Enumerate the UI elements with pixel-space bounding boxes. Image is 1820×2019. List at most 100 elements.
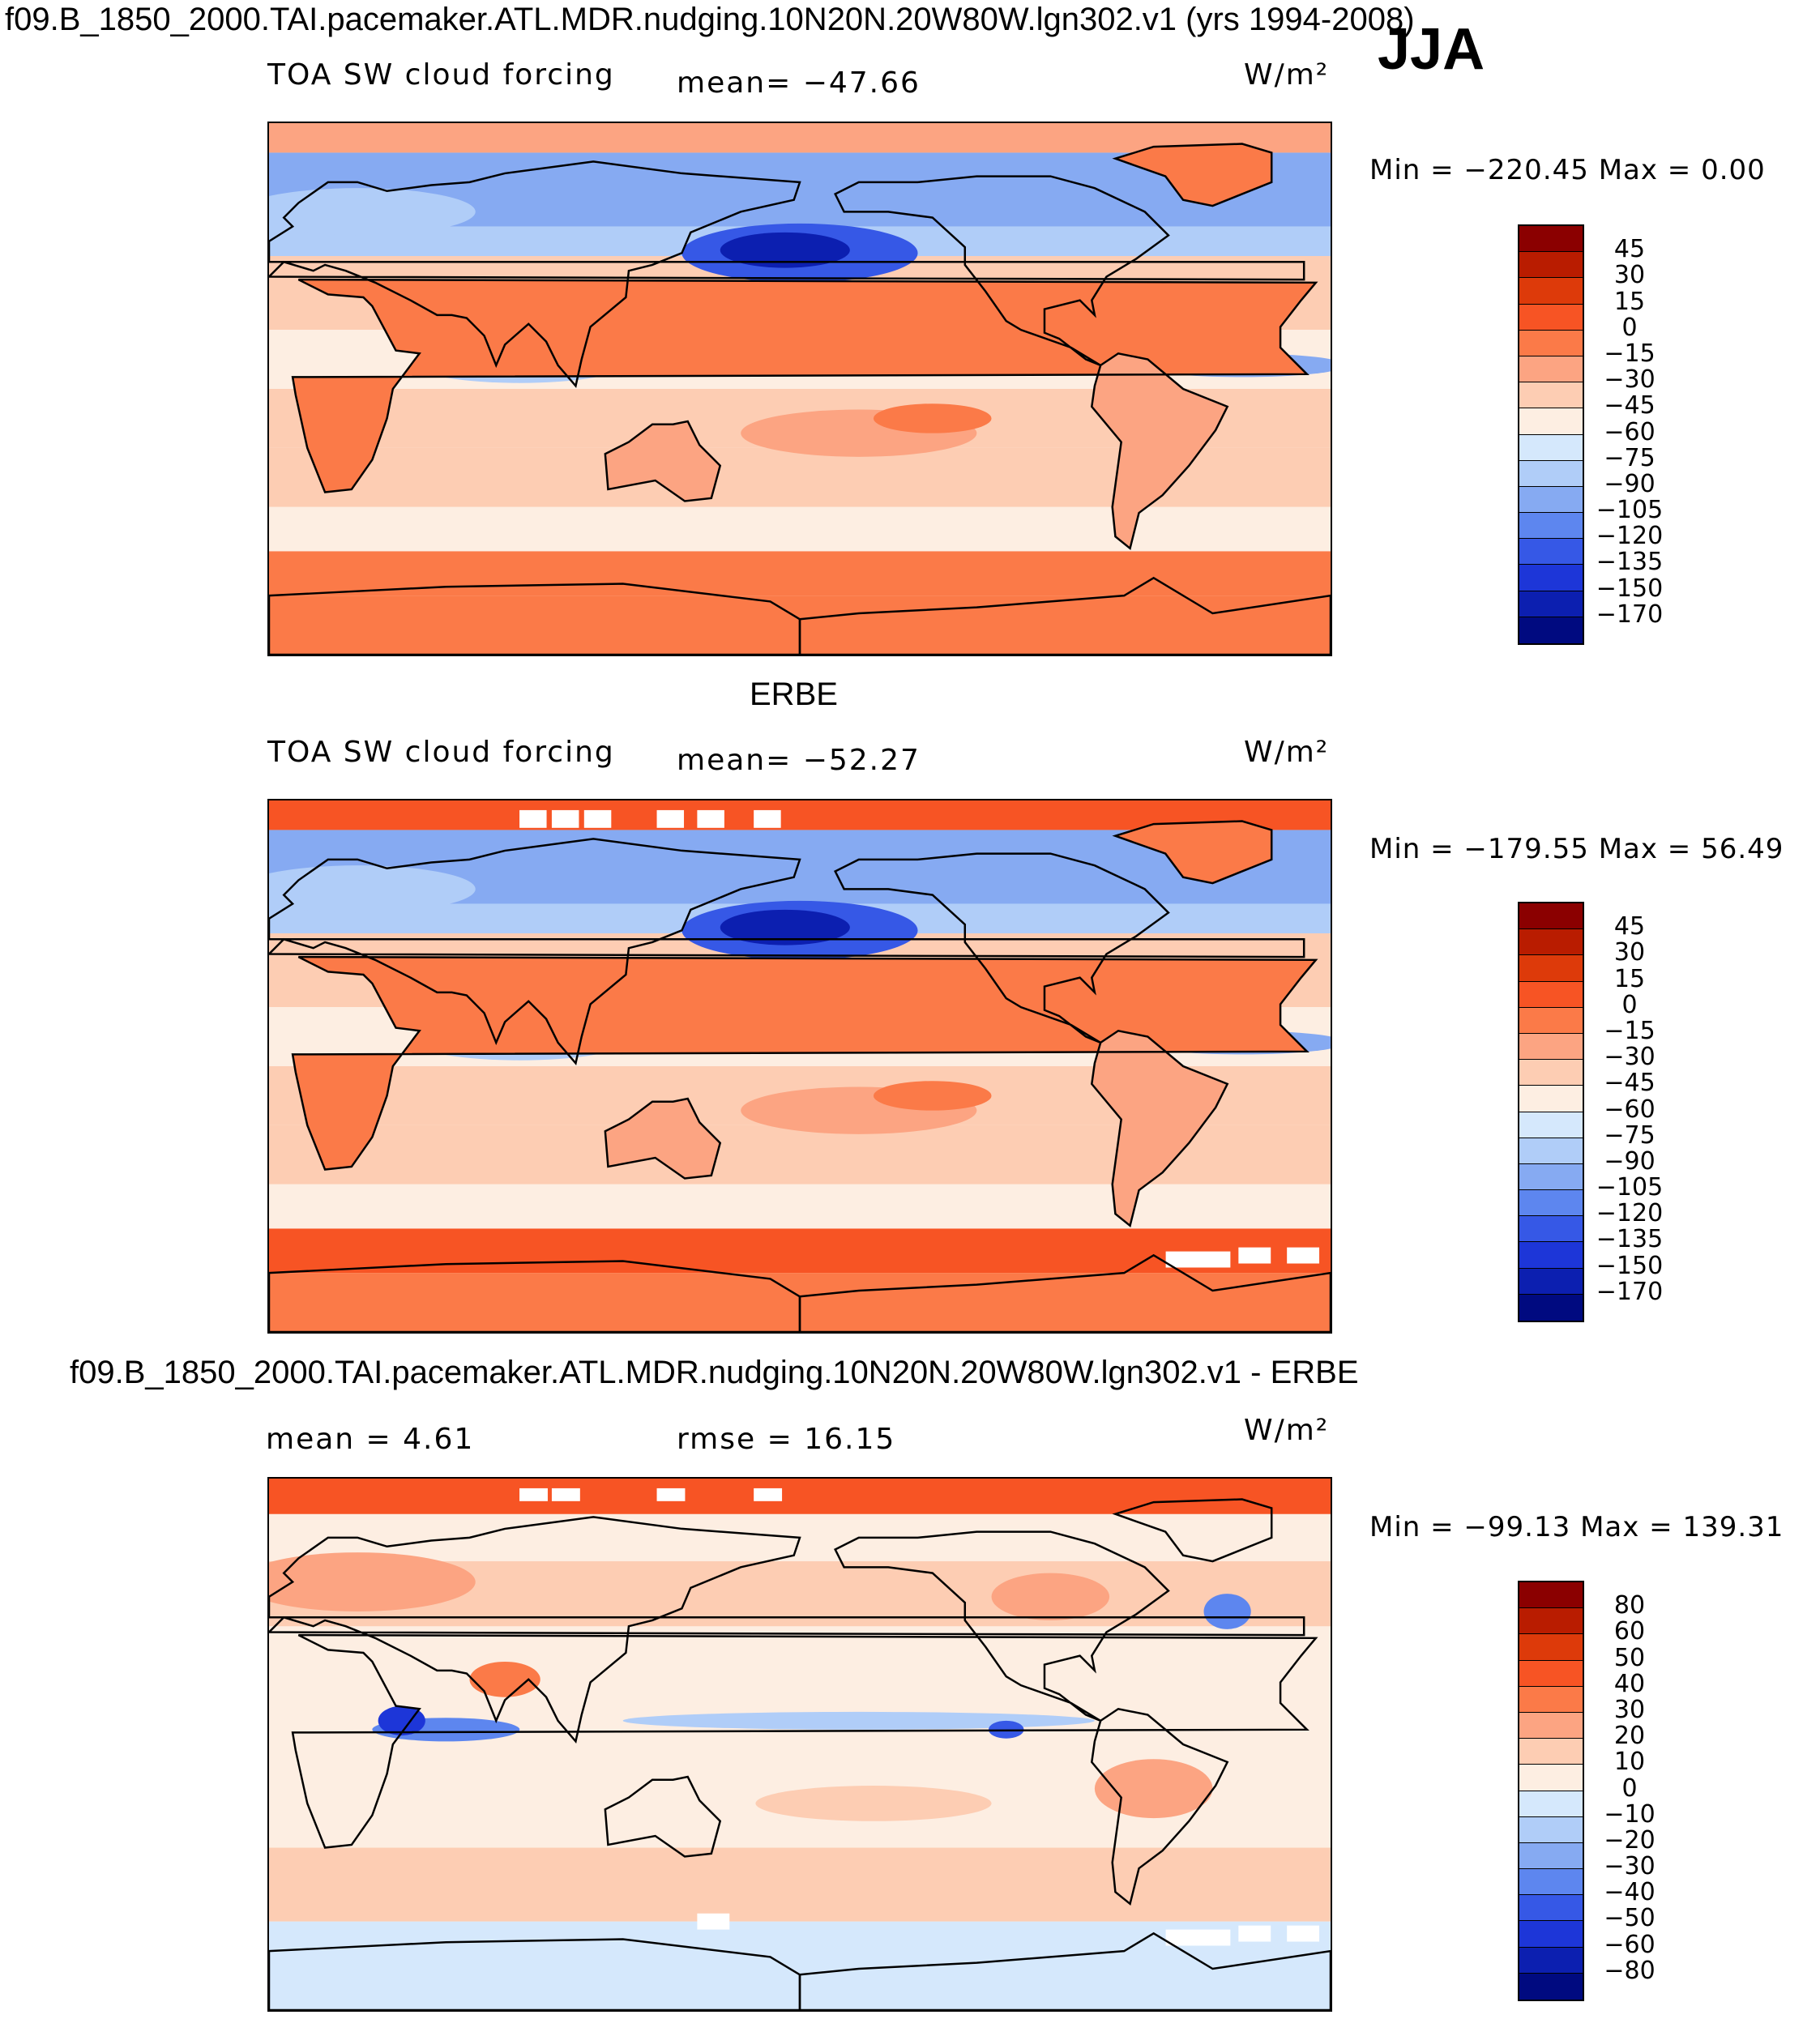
missing-data-patch xyxy=(754,809,781,828)
coastline xyxy=(798,576,1331,655)
panel-3-units: W/m² xyxy=(1244,1414,1330,1447)
colorbar-tick-label: −75 xyxy=(1604,443,1656,472)
missing-data-patch xyxy=(519,1488,548,1501)
coastline xyxy=(291,1633,1318,1849)
colorbar-swatch xyxy=(1519,981,1583,1008)
coastline xyxy=(833,175,1170,367)
season-label: JJA xyxy=(1378,17,1485,82)
coastline xyxy=(833,1530,1170,1722)
panel-1-minmax: Min = −220.45 Max = 0.00 xyxy=(1369,154,1766,186)
colorbar-swatch xyxy=(1519,1921,1583,1948)
missing-data-patch xyxy=(1165,1929,1198,1946)
panel-2-units: W/m² xyxy=(1244,736,1330,769)
panel-2-minmax: Min = −179.55 Max = 56.49 xyxy=(1369,833,1784,865)
colorbar-swatch xyxy=(1519,1895,1583,1922)
contour-region xyxy=(873,403,992,433)
contour-band xyxy=(269,1479,1331,1514)
coastline xyxy=(798,1931,1331,2010)
colorbar-swatch xyxy=(1519,226,1583,253)
missing-data-patch xyxy=(697,1913,730,1930)
coastline xyxy=(291,278,1318,493)
missing-data-patch xyxy=(1287,1247,1320,1264)
colorbar-swatch xyxy=(1519,955,1583,982)
contour-region xyxy=(1094,1759,1213,1819)
coastline xyxy=(269,583,801,655)
figure-title: f09.B_1850_2000.TAI.pacemaker.ATL.MDR.nu… xyxy=(5,2,1415,37)
contour-band xyxy=(269,551,1331,596)
colorbar-tick-label: −45 xyxy=(1604,391,1656,420)
colorbar-tick-label: 0 xyxy=(1621,1774,1638,1803)
colorbar-tick-label: 60 xyxy=(1613,1617,1646,1646)
colorbar-tick-label: −105 xyxy=(1596,496,1664,525)
colorbar-tick-label: −50 xyxy=(1604,1904,1656,1933)
colorbar-tick-label: −20 xyxy=(1604,1825,1656,1855)
colorbar-swatch xyxy=(1519,278,1583,305)
land-australia xyxy=(605,1099,720,1179)
panel-2-heading: ERBE xyxy=(750,677,838,712)
map-field xyxy=(269,1479,1331,2010)
colorbar-swatch xyxy=(1519,591,1583,617)
colorbar-swatch xyxy=(1519,1138,1583,1164)
panel-3-colorbar xyxy=(1518,1581,1584,2001)
coastline xyxy=(269,1260,801,1332)
panel-3-mean: mean = 4.61 xyxy=(266,1423,475,1456)
colorbar-tick-label: 15 xyxy=(1613,287,1646,316)
colorbar-swatch xyxy=(1519,1816,1583,1843)
colorbar-tick-label: −15 xyxy=(1604,1016,1656,1045)
coastline xyxy=(604,1097,722,1180)
colorbar-tick-label: −120 xyxy=(1596,1199,1664,1228)
colorbar-tick-label: −60 xyxy=(1604,1930,1656,1959)
colorbar-swatch xyxy=(1519,1242,1583,1269)
contour-region xyxy=(1203,1594,1251,1629)
coastline xyxy=(269,160,1305,389)
colorbar-tick-label: −90 xyxy=(1604,1146,1656,1176)
colorbar-swatch xyxy=(1519,1608,1583,1635)
colorbar-swatch xyxy=(1519,903,1583,930)
colorbar-tick-label: −40 xyxy=(1604,1878,1656,1907)
contour-band xyxy=(269,1847,1331,1922)
colorbar-tick-label: −10 xyxy=(1604,1799,1656,1829)
colorbar-swatch xyxy=(1519,1739,1583,1765)
colorbar-swatch xyxy=(1519,434,1583,461)
missing-data-patch xyxy=(697,809,724,828)
colorbar-swatch xyxy=(1519,1007,1583,1034)
missing-data-patch xyxy=(519,809,547,828)
panel-3-minmax: Min = −99.13 Max = 139.31 xyxy=(1369,1511,1784,1543)
colorbar-tick-label: 80 xyxy=(1613,1591,1646,1620)
colorbar-swatch xyxy=(1519,1842,1583,1870)
missing-data-patch xyxy=(1198,1929,1231,1946)
coastline xyxy=(269,838,1305,1066)
colorbar-swatch xyxy=(1519,1947,1583,1974)
colorbar-swatch xyxy=(1519,304,1583,331)
colorbar-swatch xyxy=(1519,513,1583,540)
colorbar-swatch xyxy=(1519,1686,1583,1713)
colorbar-swatch xyxy=(1519,929,1583,956)
contour-region xyxy=(469,1661,540,1697)
land-greenland xyxy=(1115,821,1272,884)
colorbar-swatch xyxy=(1519,539,1583,566)
colorbar-swatch xyxy=(1519,330,1583,356)
colorbar-swatch xyxy=(1519,1190,1583,1217)
coastline xyxy=(1112,820,1273,885)
colorbar-swatch xyxy=(1519,382,1583,409)
coastline xyxy=(1090,1029,1229,1227)
colorbar-tick-label: 30 xyxy=(1613,261,1646,290)
colorbar-tick-label: 15 xyxy=(1613,964,1646,993)
land-africa xyxy=(293,280,1316,493)
colorbar-swatch xyxy=(1519,1791,1583,1817)
colorbar-swatch xyxy=(1519,1765,1583,1791)
colorbar-tick-label: −150 xyxy=(1596,1251,1664,1280)
colorbar-swatch xyxy=(1519,1634,1583,1661)
colorbar-tick-label: 20 xyxy=(1613,1722,1646,1751)
colorbar-tick-label: −120 xyxy=(1596,522,1664,551)
colorbar-tick-label: 40 xyxy=(1613,1669,1646,1698)
panel-1-units: W/m² xyxy=(1244,58,1330,92)
colorbar-tick-label: 0 xyxy=(1621,990,1638,1019)
colorbar-swatch xyxy=(1519,1112,1583,1138)
contour-region xyxy=(378,1705,425,1736)
colorbar-swatch xyxy=(1519,1660,1583,1687)
colorbar-tick-label: −30 xyxy=(1604,365,1656,395)
colorbar-tick-label: −170 xyxy=(1596,1277,1664,1306)
panel-3-rmse: rmse = 16.15 xyxy=(677,1423,896,1456)
coastline xyxy=(269,1516,1305,1744)
